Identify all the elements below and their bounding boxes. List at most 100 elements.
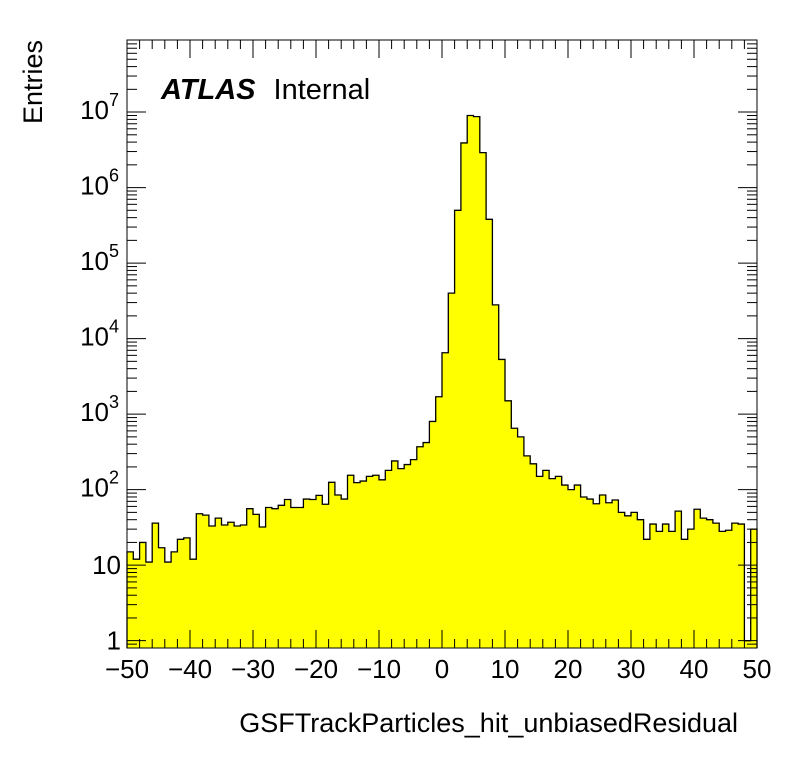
histogram-bar bbox=[164, 562, 172, 648]
histogram-bar bbox=[127, 551, 134, 648]
histogram-bar bbox=[706, 519, 714, 648]
histogram-bar bbox=[454, 210, 462, 649]
histogram-bar bbox=[467, 115, 475, 648]
histogram-bar bbox=[498, 359, 506, 648]
y-tick-exponent: 6 bbox=[109, 166, 119, 186]
y-tick-base: 10 bbox=[80, 246, 109, 276]
histogram-bar bbox=[278, 505, 286, 648]
histogram-outline bbox=[126, 114, 758, 648]
histogram-bar bbox=[145, 562, 153, 648]
y-axis-title: Entries bbox=[18, 40, 48, 124]
histogram-bar bbox=[624, 515, 632, 648]
x-tick-label: −10 bbox=[357, 654, 401, 684]
y-tick-exponent: 4 bbox=[109, 317, 119, 337]
histogram-bar bbox=[750, 529, 758, 648]
histogram-bar bbox=[259, 527, 267, 648]
histogram-bar bbox=[643, 539, 651, 648]
y-tick-base: 10 bbox=[80, 473, 109, 503]
histogram-bar bbox=[568, 489, 575, 648]
histogram-bar bbox=[183, 537, 191, 648]
atlas-label-bold: ATLAS bbox=[160, 74, 256, 106]
histogram-bar bbox=[240, 525, 248, 648]
y-tick-label: 103 bbox=[80, 392, 119, 427]
histogram-bar bbox=[668, 531, 676, 648]
histogram-bar bbox=[649, 524, 657, 648]
histogram-bar bbox=[208, 526, 216, 648]
y-tick-label: 106 bbox=[80, 166, 119, 201]
y-tick-exponent: 5 bbox=[109, 241, 119, 261]
histogram-bar bbox=[429, 421, 437, 648]
histogram-bar bbox=[190, 559, 197, 648]
x-tick-label: 10 bbox=[491, 654, 520, 684]
axis-ticks bbox=[126, 39, 758, 649]
y-tick-label: 102 bbox=[80, 468, 119, 503]
histogram-bar bbox=[681, 539, 689, 648]
histogram-bar bbox=[675, 511, 682, 648]
histogram-bar bbox=[542, 470, 550, 648]
histogram-bar bbox=[196, 513, 204, 648]
histogram-bar bbox=[290, 507, 298, 648]
histogram-bar bbox=[372, 475, 380, 648]
histogram-bar bbox=[505, 400, 512, 648]
histogram-bar bbox=[227, 522, 235, 648]
x-axis-title: GSFTrackParticles_hit_unbiasedResidual bbox=[239, 708, 738, 738]
histogram-bar bbox=[215, 518, 223, 648]
y-tick-exponent: 2 bbox=[109, 468, 119, 488]
y-tick-base: 10 bbox=[80, 397, 109, 427]
histogram-bar bbox=[234, 526, 241, 648]
histogram-bar bbox=[271, 508, 279, 648]
x-tick-label: 30 bbox=[617, 654, 646, 684]
x-tick-label: −30 bbox=[231, 654, 275, 684]
x-tick-label: −40 bbox=[168, 654, 212, 684]
histogram-bar bbox=[360, 481, 367, 648]
histogram-bar bbox=[523, 455, 531, 648]
histogram-bar bbox=[656, 531, 664, 648]
x-tick-label: −50 bbox=[105, 654, 149, 684]
y-tick-label: 105 bbox=[80, 241, 119, 276]
histogram-bar bbox=[158, 547, 166, 648]
histogram-bar bbox=[555, 476, 563, 648]
x-tick-label: −20 bbox=[294, 654, 338, 684]
y-tick-label: 104 bbox=[80, 317, 119, 352]
histogram-bar bbox=[536, 476, 544, 648]
histogram-bar bbox=[246, 508, 254, 648]
histogram-bar bbox=[448, 293, 456, 648]
histogram-bar bbox=[347, 475, 355, 648]
histogram-bar bbox=[694, 509, 701, 648]
histogram-bar bbox=[593, 503, 601, 648]
y-tick-base: 10 bbox=[80, 322, 109, 352]
histogram-bar bbox=[618, 512, 626, 648]
histogram-bar bbox=[423, 442, 430, 648]
histogram-bar bbox=[341, 499, 349, 648]
y-tick-exponent: 7 bbox=[109, 90, 119, 110]
histogram-bar bbox=[725, 530, 733, 648]
y-tick-label: 10 bbox=[92, 550, 121, 580]
histogram-bar bbox=[379, 479, 386, 648]
histogram-bar bbox=[334, 494, 342, 648]
y-tick-label: 1 bbox=[107, 626, 121, 656]
histogram-bar bbox=[517, 436, 525, 648]
histogram-bar bbox=[297, 507, 304, 648]
histogram-bar bbox=[662, 524, 670, 648]
histogram-bar bbox=[486, 219, 493, 648]
histogram-bar bbox=[580, 496, 588, 648]
histogram-bar bbox=[416, 446, 424, 648]
y-tick-exponent: 3 bbox=[109, 392, 119, 412]
y-tick-label: 107 bbox=[80, 90, 119, 125]
x-tick-label: 40 bbox=[680, 654, 709, 684]
x-tick-label: 0 bbox=[435, 654, 449, 684]
histogram-bar bbox=[353, 482, 361, 648]
histogram-bar bbox=[177, 539, 185, 648]
histogram-bar bbox=[404, 464, 412, 648]
histogram-bar bbox=[265, 507, 273, 648]
histogram-bar bbox=[171, 551, 178, 648]
histogram-bar bbox=[561, 485, 569, 648]
histogram-bar bbox=[637, 519, 645, 648]
histogram-bar bbox=[328, 482, 336, 648]
histogram-bar bbox=[133, 559, 141, 648]
histogram-bar bbox=[605, 502, 613, 648]
histogram-bar bbox=[719, 531, 727, 648]
